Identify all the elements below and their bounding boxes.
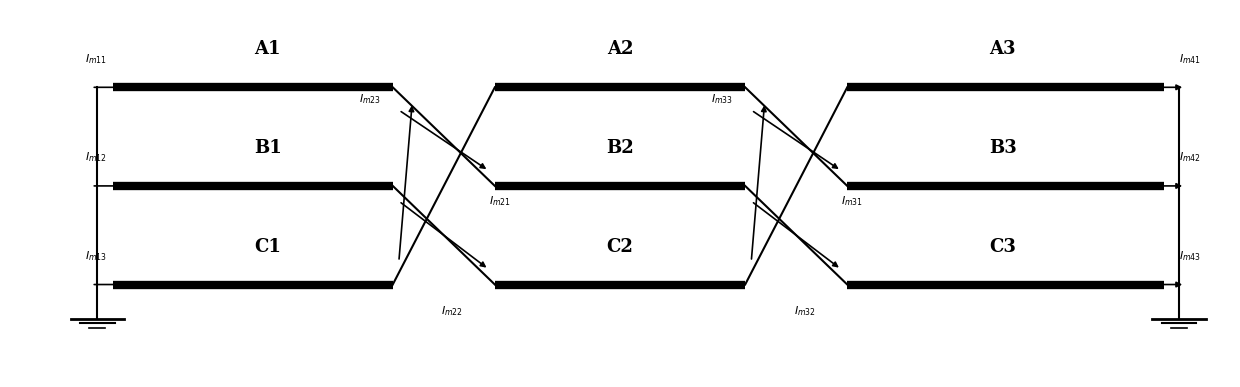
Text: C1: C1 [254,238,281,255]
Text: B2: B2 [606,139,634,157]
Text: A3: A3 [990,40,1016,58]
Text: $I_{m33}$: $I_{m33}$ [711,92,733,106]
Text: $I_{m23}$: $I_{m23}$ [358,92,381,106]
Text: A2: A2 [606,40,634,58]
Text: $I_{m22}$: $I_{m22}$ [441,304,464,318]
Text: $I_{m31}$: $I_{m31}$ [841,194,863,208]
Text: $I_{m12}$: $I_{m12}$ [86,151,108,164]
Text: $I_{m42}$: $I_{m42}$ [1179,151,1202,164]
Text: $I_{m32}$: $I_{m32}$ [794,304,816,318]
Text: $I_{m21}$: $I_{m21}$ [489,194,511,208]
Text: $I_{m11}$: $I_{m11}$ [86,52,108,66]
Text: C3: C3 [990,238,1017,255]
Text: B3: B3 [990,139,1017,157]
Text: C2: C2 [606,238,634,255]
Text: $I_{m41}$: $I_{m41}$ [1179,52,1202,66]
Text: A1: A1 [254,40,280,58]
Text: B1: B1 [254,139,281,157]
Text: $I_{m43}$: $I_{m43}$ [1179,249,1202,263]
Text: $I_{m13}$: $I_{m13}$ [86,249,108,263]
